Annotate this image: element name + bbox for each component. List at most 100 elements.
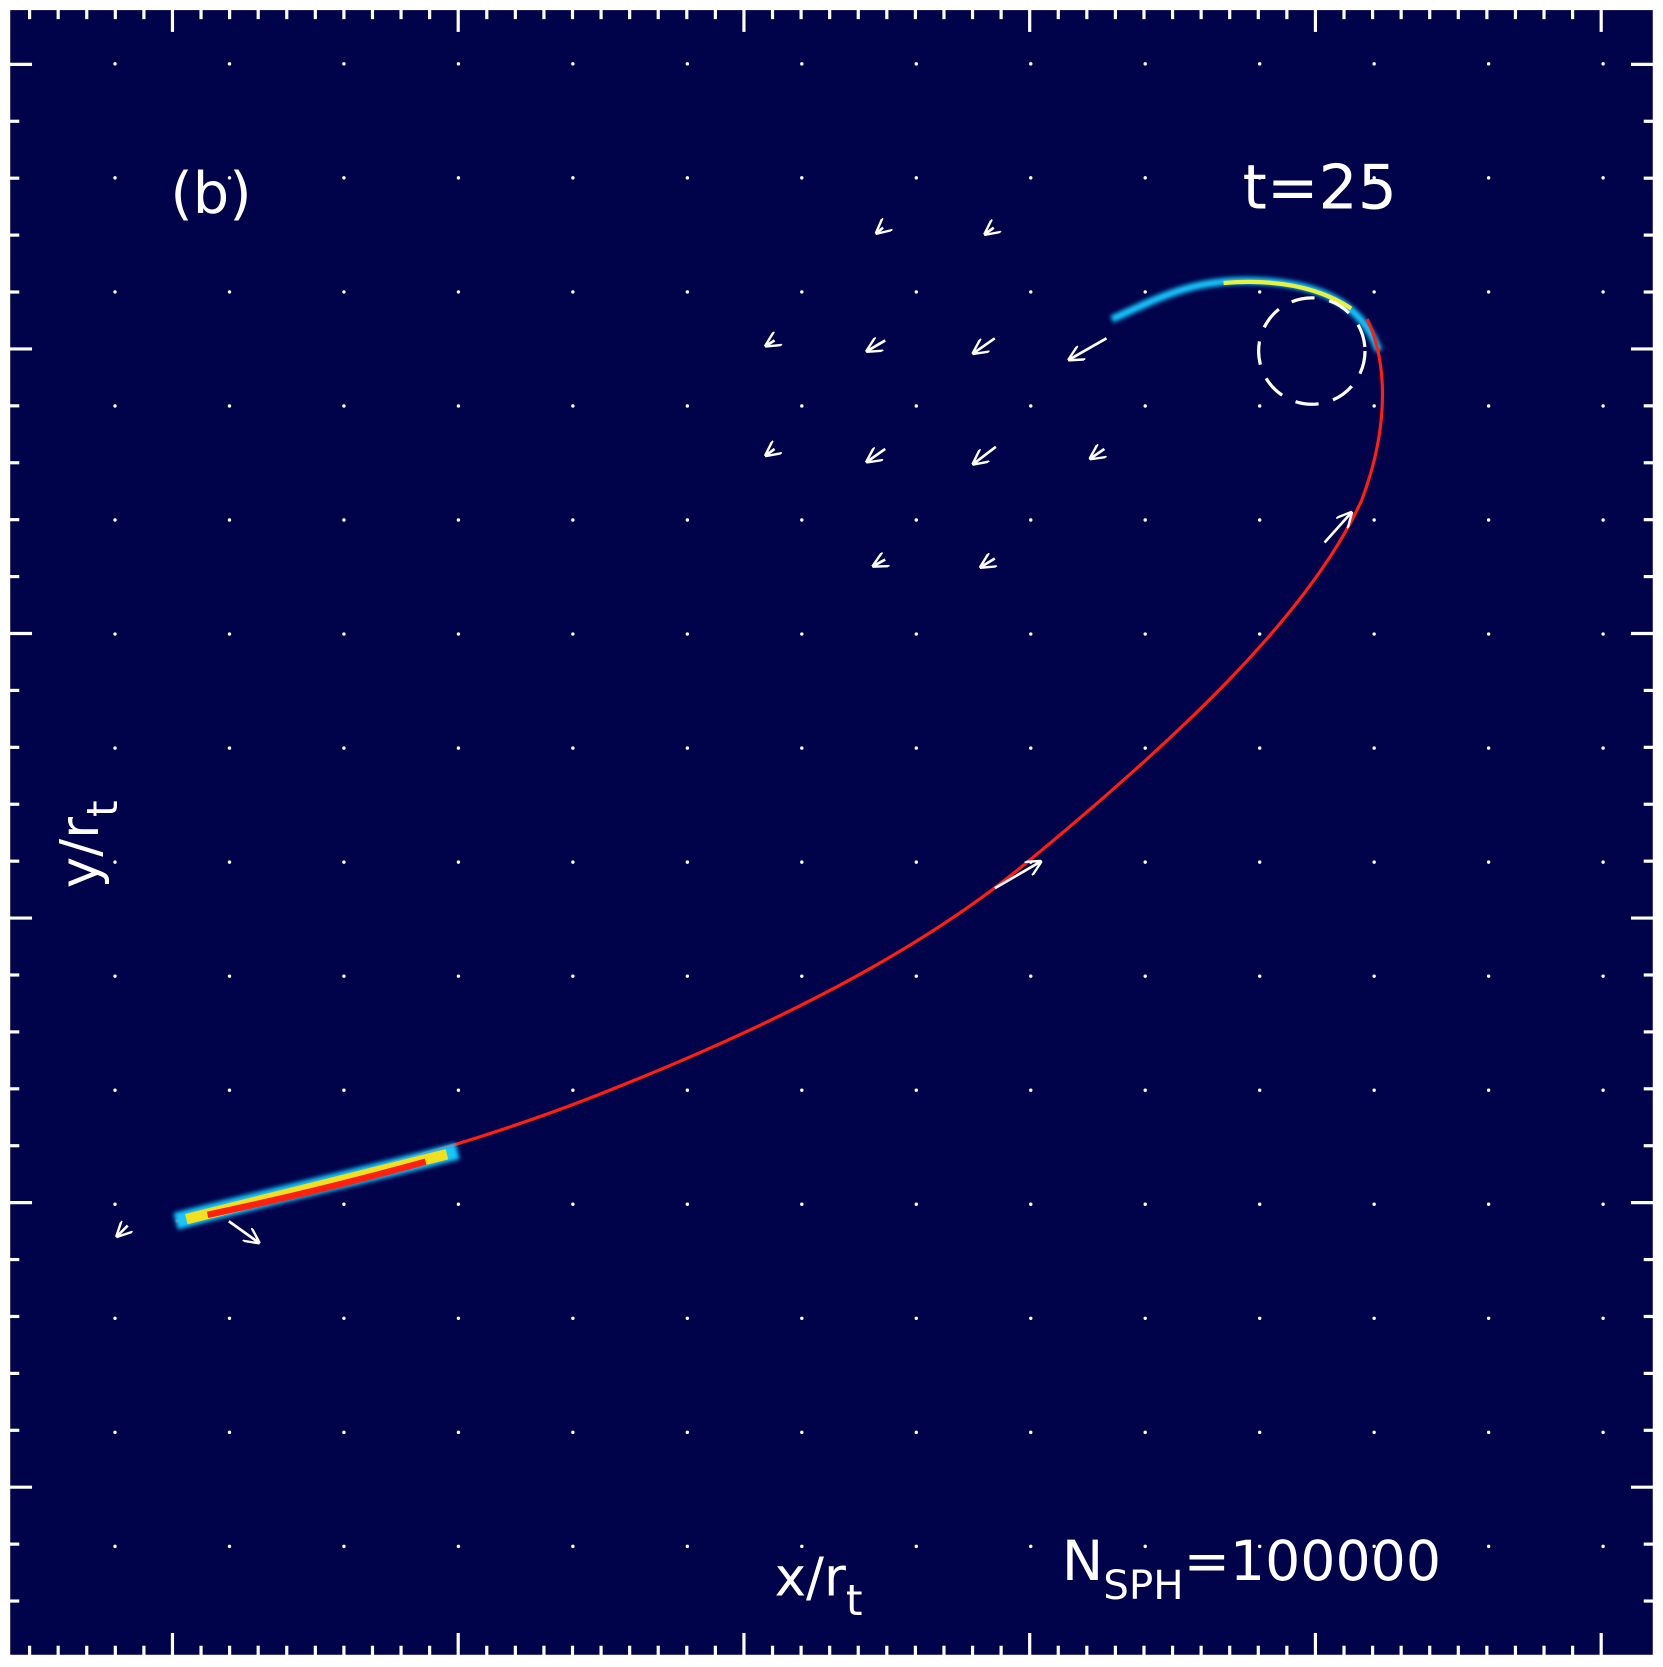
grid-dot <box>1601 1430 1605 1435</box>
grid-dot <box>1372 746 1376 750</box>
grid-dot <box>456 176 461 180</box>
stream-tail-core <box>206 1158 427 1218</box>
grid-dot <box>1372 1088 1376 1092</box>
stream <box>173 277 1385 1230</box>
grid-dot <box>456 518 461 522</box>
grid-dot <box>1257 1430 1262 1435</box>
grid-dot <box>342 404 346 408</box>
grid-dot <box>1372 62 1376 66</box>
arrow <box>1091 449 1105 459</box>
grid-dots <box>113 62 1605 1549</box>
grid-dot <box>342 632 346 636</box>
grid-dot <box>1257 176 1262 180</box>
grid-dot <box>227 404 232 408</box>
grid-dot <box>1143 290 1147 294</box>
grid-dot <box>914 1088 918 1092</box>
grid-dot <box>1257 746 1262 750</box>
grid-dot <box>1601 746 1605 750</box>
grid-dot <box>1029 1202 1033 1206</box>
grid-dot <box>113 518 117 522</box>
grid-dot <box>113 176 117 180</box>
plot-area <box>7 6 1656 1658</box>
grid-dot <box>113 1202 117 1206</box>
grid-dot <box>1257 290 1262 294</box>
grid-dot <box>113 1316 117 1320</box>
grid-dot <box>800 62 804 66</box>
grid-dot <box>1143 746 1147 750</box>
grid-dot <box>800 860 804 864</box>
grid-dot <box>456 1088 461 1092</box>
grid-dot <box>1143 1544 1147 1549</box>
grid-dot <box>342 860 346 864</box>
grid-dot <box>113 1088 117 1092</box>
grid-dot <box>113 632 117 636</box>
grid-dot <box>685 1544 690 1549</box>
arrow <box>985 228 994 234</box>
grid-dot <box>1029 632 1033 636</box>
grid-dot <box>1486 974 1491 978</box>
grid-dot <box>227 62 232 66</box>
grid-dot <box>456 860 461 864</box>
grid-dot <box>1601 290 1605 294</box>
grid-dot <box>571 746 575 750</box>
grid-dot <box>1601 62 1605 66</box>
grid-dot <box>685 1430 690 1435</box>
grid-dot <box>914 1202 918 1206</box>
particle-count: NSPH=100000 <box>1062 1530 1441 1609</box>
grid-dot <box>1257 404 1262 408</box>
grid-dot <box>1601 176 1605 180</box>
y-axis-label: y/rt <box>49 800 128 888</box>
grid-dot <box>685 860 690 864</box>
grid-dot <box>1486 1088 1491 1092</box>
grid-dot <box>571 1430 575 1435</box>
grid-dot <box>1486 62 1491 66</box>
grid-dot <box>1029 518 1033 522</box>
grid-dot <box>685 290 690 294</box>
grid-dot <box>456 404 461 408</box>
grid-dot <box>227 290 232 294</box>
arrow <box>117 1226 128 1237</box>
grid-dot <box>456 290 461 294</box>
panel-label: (b) <box>170 160 251 227</box>
grid-dot <box>914 1316 918 1320</box>
particle-count-base: N <box>1062 1530 1103 1594</box>
grid-dot <box>1257 1544 1262 1549</box>
grid-dot <box>1372 1202 1376 1206</box>
arrow <box>766 449 775 455</box>
grid-dot <box>1029 1088 1033 1092</box>
grid-dot <box>1372 1544 1376 1549</box>
grid-dot <box>1372 974 1376 978</box>
grid-dot <box>1029 62 1033 66</box>
grid-dot <box>685 404 690 408</box>
grid-dot <box>1029 1316 1033 1320</box>
grid-dot <box>113 974 117 978</box>
ticks <box>8 8 1655 1657</box>
grid-dot <box>1257 62 1262 66</box>
grid-dot <box>1486 290 1491 294</box>
grid-dot <box>685 746 690 750</box>
grid-dot <box>1601 860 1605 864</box>
grid-dot <box>1601 1544 1605 1549</box>
grid-dot <box>571 518 575 522</box>
grid-dot <box>342 746 346 750</box>
grid-dot <box>1143 632 1147 636</box>
grid-dot <box>227 632 232 636</box>
grid-dot <box>571 176 575 180</box>
arrow <box>1323 513 1352 544</box>
grid-dot <box>800 404 804 408</box>
grid-dot <box>571 290 575 294</box>
grid-dot <box>1257 632 1262 636</box>
grid-dot <box>914 746 918 750</box>
y-axis-label-sub: t <box>79 800 128 817</box>
grid-dot <box>113 1544 117 1549</box>
grid-dot <box>914 176 918 180</box>
grid-dot <box>571 1202 575 1206</box>
grid-dot <box>800 1316 804 1320</box>
grid-dot <box>1372 632 1376 636</box>
grid-dot <box>685 518 690 522</box>
arrow <box>994 862 1041 890</box>
grid-dot <box>1372 860 1376 864</box>
grid-dot <box>1029 176 1033 180</box>
grid-dot <box>1601 1316 1605 1320</box>
